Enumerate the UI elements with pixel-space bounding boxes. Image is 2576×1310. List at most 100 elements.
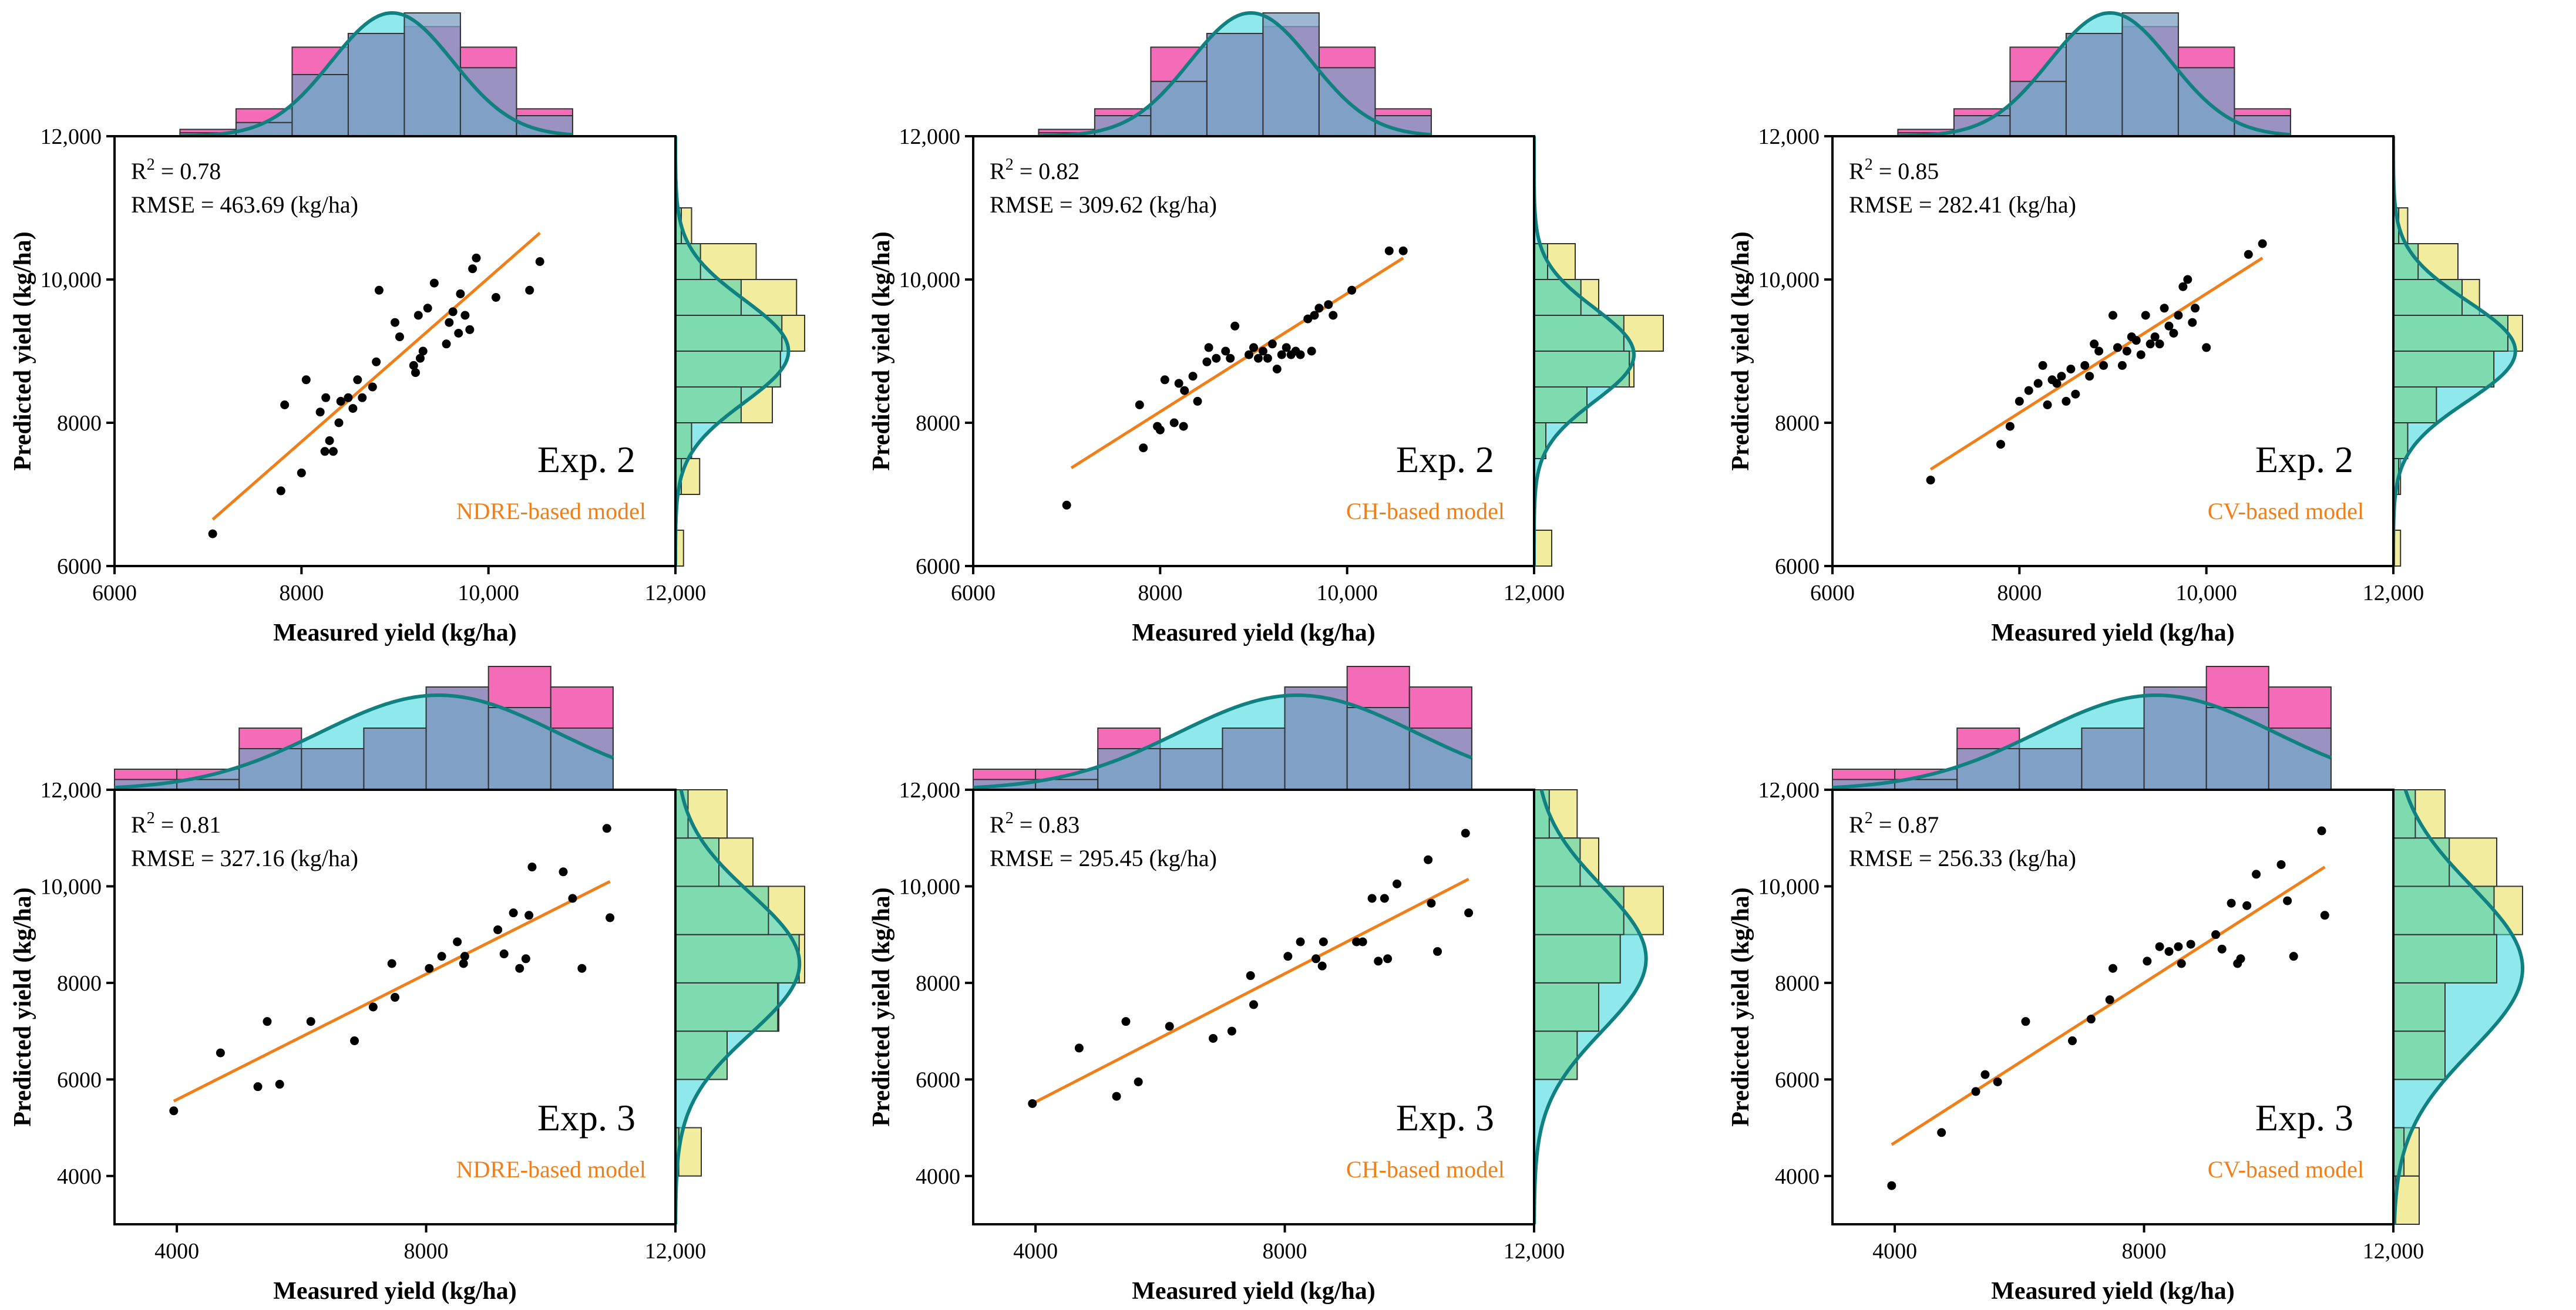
data-point	[368, 1002, 378, 1012]
right-hist-overlap-bar	[1534, 279, 1582, 316]
data-point	[413, 311, 423, 320]
data-point	[350, 1036, 359, 1046]
data-point	[1311, 954, 1321, 964]
x-tick-label: 12,000	[2363, 581, 2424, 605]
data-point	[2099, 361, 2108, 370]
data-point	[372, 357, 381, 366]
data-point	[2024, 386, 2033, 395]
plot-area	[1831, 789, 2395, 1225]
experiment-label: Exp. 2	[537, 439, 635, 480]
data-point	[2108, 311, 2117, 320]
data-point	[1307, 346, 1316, 356]
data-point	[2143, 957, 2152, 966]
top-hist-overlap-bar	[2081, 728, 2145, 790]
r2-label: R2 = 0.85	[1849, 156, 1939, 184]
data-point	[2155, 942, 2164, 951]
top-kde-line	[973, 693, 1473, 790]
data-point	[1263, 353, 1272, 363]
right-hist-overlap-bar	[1534, 934, 1621, 984]
y-axis-label: Predicted yield (kg/ha)	[1727, 231, 1754, 471]
data-point	[2164, 947, 2174, 956]
data-point	[525, 285, 534, 295]
panel-3: 6000 8000 10,000 12,000 6000 8000 10,000 12,000…	[1727, 11, 2523, 646]
rmse-label: RMSE = 463.69 (kg/ha)	[131, 191, 358, 218]
panel-1: 6000 8000 10,000 12,000 6000 8000 10,000 12,000…	[9, 11, 805, 646]
data-point	[306, 1017, 315, 1026]
top-hist-overlap-bar	[1094, 115, 1152, 137]
panel-2: 6000 8000 10,000 12,000 6000 8000 10,000 12,000…	[868, 11, 1664, 646]
data-point	[2150, 332, 2160, 342]
data-point	[2108, 964, 2117, 973]
data-point	[409, 361, 418, 370]
x-tick-label: 10,000	[1316, 581, 1378, 605]
model-label: NDRE-based model	[456, 1156, 646, 1183]
y-axis-label: Predicted yield (kg/ha)	[9, 231, 36, 471]
data-point	[515, 964, 524, 973]
y-tick-label: 6000	[916, 554, 960, 579]
top-hist-overlap-bar	[2268, 728, 2332, 790]
data-point	[1227, 1026, 1236, 1036]
y-tick-label: 8000	[1775, 411, 1820, 436]
data-point	[1296, 350, 1305, 359]
top-kde-line	[1898, 11, 2291, 138]
data-point	[1283, 952, 1293, 961]
data-point	[344, 393, 353, 402]
data-point	[415, 353, 425, 363]
right-kde-line	[674, 789, 802, 1224]
model-label: CV-based model	[2208, 1156, 2364, 1183]
data-point	[275, 1080, 284, 1089]
rmse-label: RMSE = 309.62 (kg/ha)	[990, 191, 1217, 218]
data-point	[423, 304, 432, 313]
data-point	[2177, 959, 2186, 968]
y-tick-label: 6000	[1775, 1067, 1820, 1092]
right-hist-overlap-bar	[2393, 422, 2409, 459]
data-point	[1310, 311, 1319, 320]
y-tick-label: 10,000	[899, 874, 961, 899]
y-tick-label: 8000	[916, 971, 960, 996]
data-point	[387, 959, 396, 968]
data-point	[1374, 957, 1383, 966]
top-hist-overlap-bar	[291, 74, 349, 137]
data-point	[325, 436, 334, 445]
data-point	[1937, 1128, 1946, 1137]
fit-line	[1929, 257, 2264, 471]
y-tick-label: 6000	[57, 554, 102, 579]
y-axis-label: Predicted yield (kg/ha)	[1727, 887, 1754, 1127]
top-kde-line	[180, 11, 573, 138]
data-point	[2071, 389, 2080, 399]
data-point	[1993, 1077, 2002, 1086]
right-kde-line	[2392, 789, 2524, 1225]
x-tick-label: 8000	[1138, 581, 1182, 605]
data-point	[2021, 1017, 2030, 1026]
x-tick-label: 8000	[2122, 1239, 2167, 1264]
data-point	[1282, 343, 1291, 352]
right-hist-bar	[1534, 530, 1552, 567]
data-point	[1277, 350, 1286, 359]
data-point	[468, 264, 477, 274]
data-point	[437, 952, 446, 961]
top-hist-overlap-bar	[550, 728, 614, 790]
right-hist-overlap-bar	[675, 315, 783, 352]
r2-label: R2 = 0.82	[990, 156, 1080, 184]
data-point	[1246, 971, 1255, 981]
x-tick-label: 4000	[1872, 1239, 1917, 1264]
data-point	[448, 307, 458, 316]
data-point	[358, 393, 367, 402]
data-point	[1314, 304, 1324, 313]
data-point	[1393, 879, 1402, 888]
y-tick-label: 6000	[57, 1067, 102, 1092]
data-point	[527, 863, 537, 872]
data-point	[1135, 400, 1144, 409]
experiment-label: Exp. 3	[537, 1097, 635, 1139]
model-label: CV-based model	[2208, 498, 2364, 524]
data-point	[2117, 361, 2127, 370]
data-point	[577, 964, 587, 973]
top-hist-overlap-bar	[425, 686, 489, 790]
data-point	[606, 913, 615, 922]
data-point	[1384, 246, 1394, 255]
fit-line	[173, 880, 611, 1103]
data-point	[2090, 339, 2099, 349]
data-point	[2217, 944, 2227, 954]
data-point	[368, 382, 377, 392]
top-hist-overlap-bar	[487, 707, 551, 790]
